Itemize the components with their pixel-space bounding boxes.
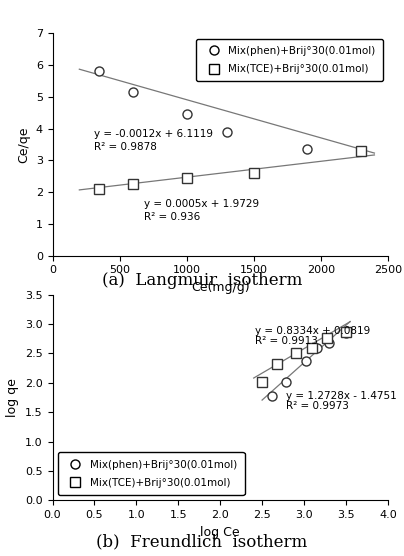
Y-axis label: log qe: log qe: [6, 378, 19, 417]
Text: R² = 0.9913: R² = 0.9913: [255, 336, 318, 346]
Legend: Mix(phen)+Brij°30(0.01mol), Mix(TCE)+Brij°30(0.01mol): Mix(phen)+Brij°30(0.01mol), Mix(TCE)+Bri…: [196, 38, 383, 82]
Text: y = 1.2728x - 1.4751: y = 1.2728x - 1.4751: [286, 391, 396, 401]
X-axis label: Ce(mg/g): Ce(mg/g): [191, 281, 250, 294]
Text: R² = 0.9973: R² = 0.9973: [286, 401, 348, 411]
Text: y = 0.8334x + 0.0819: y = 0.8334x + 0.0819: [255, 326, 370, 336]
Text: R² = 0.9878: R² = 0.9878: [94, 142, 157, 152]
Legend: Mix(phen)+Brij°30(0.01mol), Mix(TCE)+Brij°30(0.01mol): Mix(phen)+Brij°30(0.01mol), Mix(TCE)+Bri…: [58, 452, 244, 495]
Text: R² = 0.936: R² = 0.936: [144, 212, 200, 222]
Text: (b)  Freundlich  isotherm: (b) Freundlich isotherm: [97, 534, 307, 550]
Text: (a)  Langmuir  isotherm: (a) Langmuir isotherm: [102, 272, 302, 289]
Text: y = 0.0005x + 1.9729: y = 0.0005x + 1.9729: [144, 198, 259, 208]
Text: y = -0.0012x + 6.1119: y = -0.0012x + 6.1119: [94, 128, 213, 138]
Y-axis label: Ce/qe: Ce/qe: [17, 126, 30, 163]
X-axis label: log Ce: log Ce: [200, 525, 240, 539]
